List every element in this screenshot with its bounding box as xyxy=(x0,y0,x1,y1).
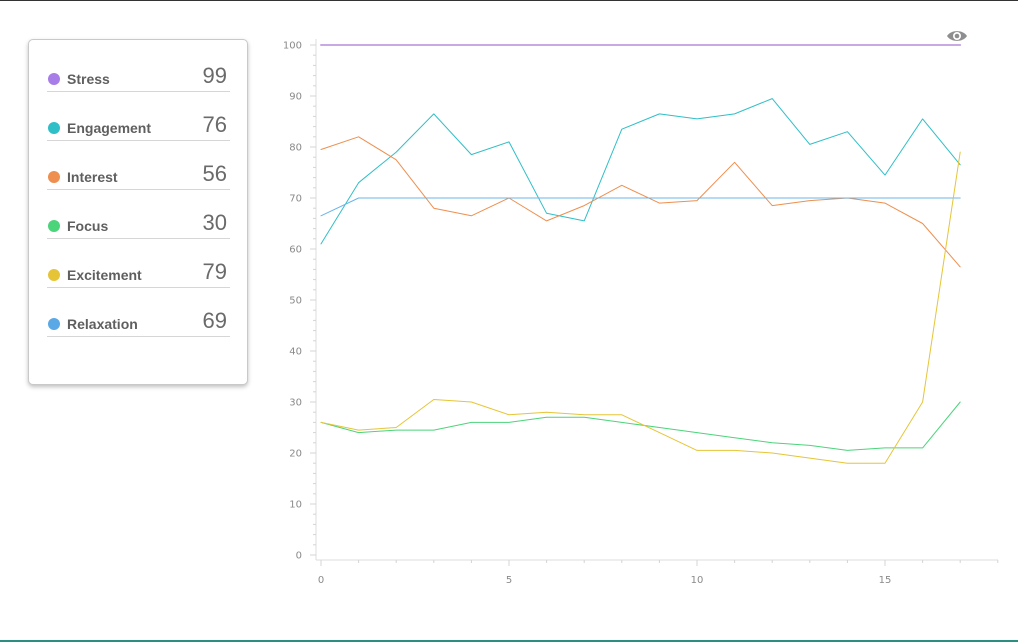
metric-dot-interest xyxy=(48,171,60,183)
metric-value: 30 xyxy=(202,210,227,235)
metric-value: 69 xyxy=(202,308,227,333)
metric-name: Focus xyxy=(67,218,109,234)
metric-row-relaxation: Relaxation 69 xyxy=(47,307,230,337)
metric-value: 79 xyxy=(202,259,227,284)
x-tick-label: 5 xyxy=(506,575,512,586)
metric-value: 76 xyxy=(202,112,227,137)
y-tick-label: 0 xyxy=(296,551,302,562)
metric-row-interest: Interest 56 xyxy=(47,160,230,190)
metric-dot-relaxation xyxy=(48,318,60,330)
series-line-excitement xyxy=(320,151,961,464)
series-line-interest xyxy=(320,136,961,268)
y-tick-label: 60 xyxy=(289,245,302,256)
y-tick-label: 30 xyxy=(289,398,302,409)
y-tick-label: 40 xyxy=(289,347,302,358)
metric-row-excitement: Excitement 79 xyxy=(47,258,230,288)
x-tick-label: 10 xyxy=(691,575,704,586)
metric-name: Relaxation xyxy=(67,316,138,332)
metrics-line-chart: 0 10 20 30 40 50 60 70 80 90 100 0 5 10 15 xyxy=(270,29,1010,599)
series-line-focus xyxy=(320,401,961,451)
chart-svg: 0 10 20 30 40 50 60 70 80 90 100 0 5 10 15 xyxy=(283,39,999,586)
y-tick-label: 80 xyxy=(289,143,302,154)
metric-name: Excitement xyxy=(67,267,142,283)
metric-dot-stress xyxy=(48,73,60,85)
metric-row-stress: Stress 99 xyxy=(47,62,230,92)
metric-dot-engagement xyxy=(48,122,60,134)
metric-row-focus: Focus 30 xyxy=(47,209,230,239)
y-tick-label: 10 xyxy=(289,500,302,511)
x-tick-label: 15 xyxy=(879,575,892,586)
metrics-legend-card: Stress 99 Engagement 76 Interest 56 Focus 30 Exc… xyxy=(28,39,248,385)
y-tick-label: 50 xyxy=(289,296,302,307)
x-tick-label: 0 xyxy=(318,575,324,586)
metric-value: 99 xyxy=(202,63,227,88)
metric-name: Interest xyxy=(67,169,118,185)
metric-dot-focus xyxy=(48,220,60,232)
metric-row-engagement: Engagement 76 xyxy=(47,111,230,141)
metric-name: Stress xyxy=(67,71,110,87)
y-tick-label: 20 xyxy=(289,449,302,460)
y-tick-label: 100 xyxy=(283,41,302,52)
metric-name: Engagement xyxy=(67,120,152,136)
y-tick-label: 90 xyxy=(289,92,302,103)
y-tick-label: 70 xyxy=(289,194,302,205)
metric-value: 56 xyxy=(202,161,227,186)
metric-dot-excitement xyxy=(48,269,60,281)
series-line-relaxation xyxy=(320,197,961,217)
eye-icon[interactable] xyxy=(946,28,968,44)
series-line-engagement xyxy=(320,98,961,245)
